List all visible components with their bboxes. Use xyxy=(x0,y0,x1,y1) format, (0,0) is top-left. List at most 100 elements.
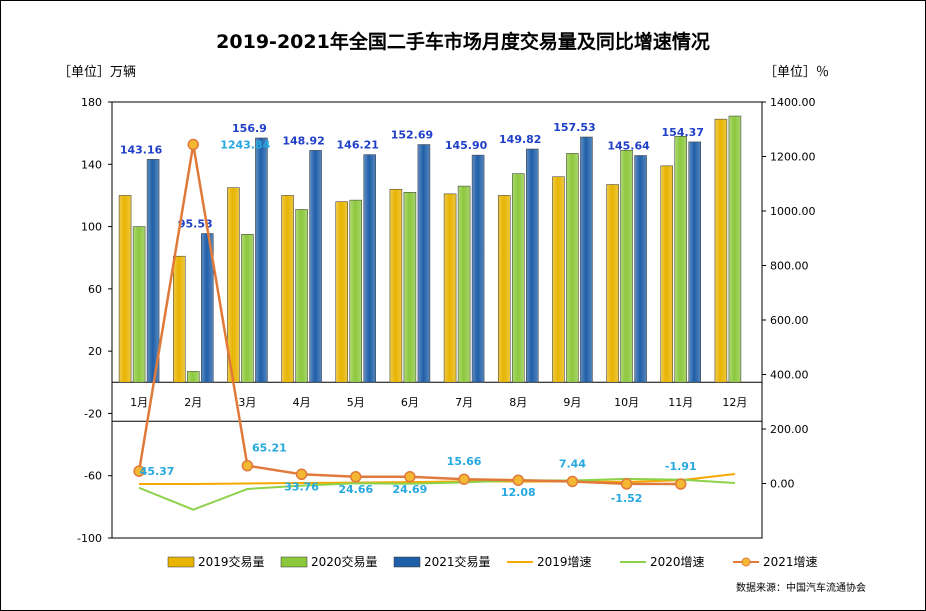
legend-marker xyxy=(741,557,751,567)
bar-data-label: 156.9 xyxy=(232,122,267,135)
point-2021增速 xyxy=(404,471,416,483)
x-tick-label: 12月 xyxy=(722,396,747,409)
bar-2020交易量 xyxy=(512,173,525,383)
bar-2020交易量 xyxy=(728,115,742,383)
point-2021增速 xyxy=(675,478,687,490)
bar-2021交易量 xyxy=(471,154,485,383)
legend-label: 2020交易量 xyxy=(311,554,378,569)
growth-data-label: 15.66 xyxy=(447,455,482,468)
left-tick-label: 100 xyxy=(81,221,102,234)
point-2021增速 xyxy=(458,473,470,485)
left-tick-label: 180 xyxy=(81,96,102,109)
bar-2020交易量 xyxy=(674,136,687,383)
bar-2019交易量 xyxy=(281,195,294,383)
bar-2019交易量 xyxy=(118,195,132,383)
right-tick-label: 0.00 xyxy=(770,478,795,491)
x-tick-label: 7月 xyxy=(455,396,473,409)
x-tick-label: 8月 xyxy=(509,396,527,409)
bar-2020交易量 xyxy=(566,153,579,383)
point-2021增速 xyxy=(241,459,254,472)
right-tick-label: 800.00 xyxy=(770,260,809,273)
bar-2020交易量 xyxy=(132,226,146,383)
bar-2021交易量 xyxy=(255,137,268,383)
bar-data-label: 154.37 xyxy=(662,126,704,139)
bar-data-label: 145.90 xyxy=(445,139,488,152)
right-tick-label: 1000.00 xyxy=(770,205,816,218)
growth-data-label: 33.76 xyxy=(284,480,319,493)
point-2021增速 xyxy=(566,475,579,488)
chart-title: 2019-2021年全国二手车市场月度交易量及同比增速情况 xyxy=(216,30,710,53)
left-tick-label: 20 xyxy=(88,345,102,358)
bar-2021交易量 xyxy=(146,159,160,383)
bar-data-label: 145.64 xyxy=(607,140,650,153)
x-tick-label: 11月 xyxy=(668,396,693,409)
bar-2019交易量 xyxy=(714,118,728,383)
legend-label: 2019增速 xyxy=(537,555,592,569)
line-2019增速 xyxy=(139,472,736,486)
x-tick-label: 2月 xyxy=(184,396,202,409)
point-2021增速 xyxy=(133,465,145,477)
x-tick-label: 10月 xyxy=(614,396,639,409)
x-tick-label: 9月 xyxy=(563,396,581,409)
bar-2020交易量 xyxy=(349,199,362,383)
bar-2021交易量 xyxy=(526,148,539,383)
left-tick-label: 140 xyxy=(81,158,102,171)
bar-2019交易量 xyxy=(389,188,403,383)
bar-data-label: 149.82 xyxy=(499,133,541,146)
bar-2019交易量 xyxy=(660,165,673,383)
left-tick-label: 60 xyxy=(88,283,102,296)
bar-2021交易量 xyxy=(580,136,593,383)
bar-2019交易量 xyxy=(335,201,348,383)
growth-data-label: 24.66 xyxy=(338,483,373,496)
x-tick-label: 1月 xyxy=(130,396,148,409)
bar-2019交易量 xyxy=(552,176,565,383)
x-tick-label: 5月 xyxy=(347,396,365,409)
bar-data-label: 95.53 xyxy=(178,218,213,231)
bar-2021交易量 xyxy=(363,154,376,383)
bar-2021交易量 xyxy=(688,141,701,383)
bar-data-label: 148.92 xyxy=(282,134,324,147)
bar-2020交易量 xyxy=(457,185,471,383)
growth-data-label: 65.21 xyxy=(252,442,287,455)
legend-swatch xyxy=(393,556,421,568)
right-tick-label: 200.00 xyxy=(770,423,809,436)
bar-2019交易量 xyxy=(606,184,619,383)
left-tick-label: -60 xyxy=(84,470,102,483)
right-tick-label: 400.00 xyxy=(770,369,809,382)
right-tick-label: 1400.00 xyxy=(770,96,816,109)
bar-data-label: 157.53 xyxy=(553,121,595,134)
bar-2019交易量 xyxy=(173,255,186,383)
legend-swatch xyxy=(167,556,195,568)
bar-2021交易量 xyxy=(634,155,647,383)
plot-area: 180 140 100 60 20 -20 -60 -100 1400.00 1200.00 100… xyxy=(77,96,815,545)
legend-label: 2020增速 xyxy=(650,555,705,569)
bar-2020交易量 xyxy=(241,234,254,383)
bar-data-label: 152.69 xyxy=(391,129,433,142)
bar-2019交易量 xyxy=(443,193,457,383)
bar-2020交易量 xyxy=(403,192,417,383)
point-2021增速 xyxy=(620,478,633,490)
right-tick-label: 600.00 xyxy=(770,314,809,327)
growth-data-label: -1.52 xyxy=(611,492,643,505)
left-tick-label: -100 xyxy=(77,532,102,545)
bar-2020交易量 xyxy=(187,371,200,383)
bar-2019交易量 xyxy=(498,195,511,383)
bar-2020交易量 xyxy=(620,150,633,383)
line-2020增速 xyxy=(138,477,735,511)
x-tick-label: 4月 xyxy=(293,396,311,409)
growth-data-label: 7.44 xyxy=(559,457,586,470)
point-2021增速 xyxy=(350,471,362,483)
legend-swatch xyxy=(280,556,308,568)
point-2021增速 xyxy=(295,468,308,481)
growth-data-label: 24.69 xyxy=(393,483,428,496)
bar-data-label: 143.16 xyxy=(120,143,163,156)
right-unit-label: ［单位］％ xyxy=(764,65,829,80)
bar-2021交易量 xyxy=(309,150,322,383)
bar-data-label: 146.21 xyxy=(337,139,379,152)
point-2021增速 xyxy=(512,474,524,486)
legend-label: 2021交易量 xyxy=(424,554,491,569)
source-note: 数据来源：中国汽车流通协会 xyxy=(736,581,866,594)
growth-data-label: -1.91 xyxy=(665,460,697,473)
